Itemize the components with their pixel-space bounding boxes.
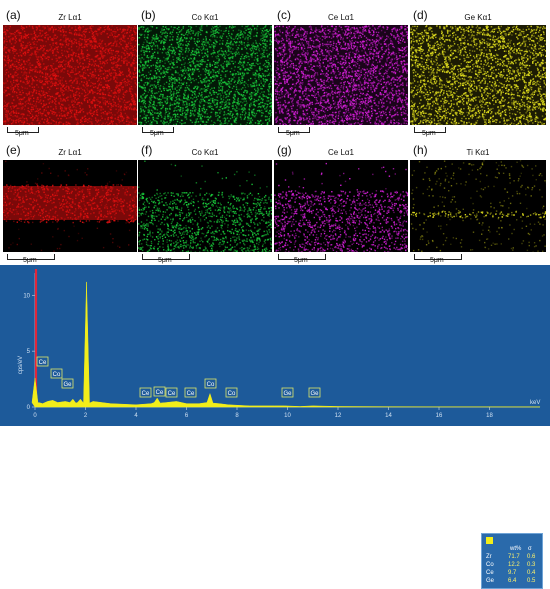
legend-wt: 6.4 (508, 578, 516, 584)
elemental-map (3, 160, 137, 252)
y-axis-label: cps/eV (18, 356, 24, 374)
map-element-title: Co Kα1 (138, 148, 272, 157)
peak-label: Ce (187, 391, 195, 397)
legend-sigma: 0.6 (527, 554, 535, 560)
peak-label: Ge (310, 391, 319, 397)
scale-bar-label: 5μm (158, 257, 172, 264)
x-tick-label: 6 (185, 413, 189, 419)
y-tick-label: 5 (27, 349, 31, 355)
legend-sigma: 0.5 (527, 578, 535, 584)
map-element-title: Ti Kα1 (410, 148, 546, 157)
peak-label: Co (228, 391, 236, 397)
peak-label: Ge (63, 382, 72, 388)
peak-label: Ce (142, 391, 150, 397)
y-tick-label: 10 (23, 293, 30, 299)
map-element-title: Ce Lα1 (274, 148, 408, 157)
peak-label: Ce (39, 360, 47, 366)
legend-el: Ce (486, 570, 494, 576)
map-element-title: Zr Lα1 (3, 148, 137, 157)
legend-wt: 71.7 (508, 554, 520, 560)
elemental-map (138, 160, 272, 252)
map-element-title: Co Kα1 (138, 13, 272, 22)
elemental-map (274, 25, 408, 125)
scale-bar-label: 5μm (430, 257, 444, 264)
x-tick-label: 4 (134, 413, 138, 419)
scale-bar-label: 5μm (286, 130, 300, 137)
y-tick-label: 0 (27, 405, 31, 411)
x-tick-label: 18 (486, 413, 493, 419)
x-tick-label: 12 (335, 413, 342, 419)
scale-bar-label: 5μm (294, 257, 308, 264)
peak-label: Co (53, 372, 61, 378)
x-tick-label: 10 (284, 413, 291, 419)
x-axis-label: keV (530, 400, 540, 406)
peak-label: Ce (156, 390, 164, 396)
scale-bar-label: 5μm (150, 130, 164, 137)
composition-legend: wt% σ Zr 71.7 0.6 Co 12.2 0.3 Ce 9.7 0.4 Ge 6.4 0.5 (481, 533, 543, 589)
scale-bar-label: 5μm (422, 130, 436, 137)
elemental-map (274, 160, 408, 252)
legend-wt: 12.2 (508, 562, 520, 568)
x-tick-label: 16 (436, 413, 443, 419)
map-element-title: Ce Lα1 (274, 13, 408, 22)
x-tick-label: 8 (235, 413, 239, 419)
legend-el: Zr (486, 554, 492, 560)
legend-el: Ge (486, 578, 494, 584)
legend-swatch (486, 537, 493, 544)
legend-header-wt: wt% (510, 546, 521, 552)
elemental-map (410, 25, 546, 125)
legend-sigma: 0.4 (527, 570, 535, 576)
legend-header-sigma: σ (528, 546, 532, 552)
peak-label: Ge (283, 391, 292, 397)
peak-label: Ce (168, 391, 176, 397)
scale-bar-label: 5μm (23, 257, 37, 264)
elemental-map (3, 25, 137, 125)
peak-label: Co (207, 382, 215, 388)
x-tick-label: 2 (84, 413, 88, 419)
elemental-map (138, 25, 272, 125)
x-tick-label: 0 (33, 413, 37, 419)
scale-bar-label: 5μm (15, 130, 29, 137)
legend-sigma: 0.3 (527, 562, 535, 568)
elemental-map (410, 160, 546, 252)
legend-el: Co (486, 562, 494, 568)
x-tick-label: 14 (385, 413, 392, 419)
legend-wt: 9.7 (508, 570, 516, 576)
map-element-title: Ge Kα1 (410, 13, 546, 22)
map-element-title: Zr Lα1 (3, 13, 137, 22)
